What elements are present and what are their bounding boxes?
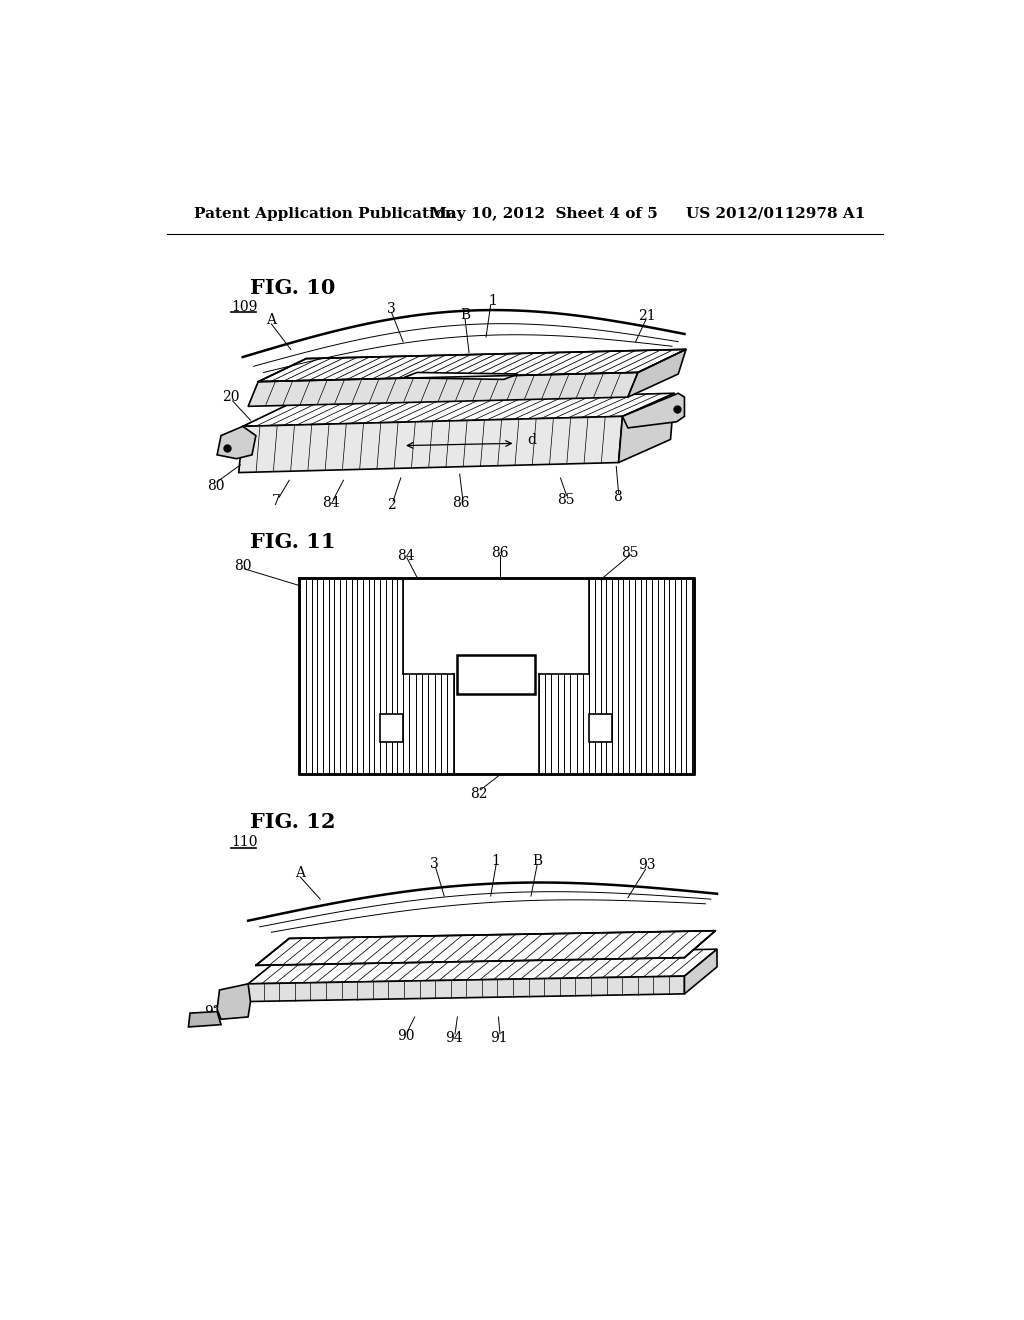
Text: 1: 1 bbox=[492, 854, 501, 867]
Text: A: A bbox=[295, 866, 305, 880]
Polygon shape bbox=[299, 578, 693, 775]
Text: d: d bbox=[527, 433, 537, 447]
Text: 94: 94 bbox=[444, 1031, 462, 1044]
Text: 109: 109 bbox=[231, 300, 257, 314]
Text: 84: 84 bbox=[396, 549, 415, 562]
Text: 82: 82 bbox=[470, 787, 487, 801]
Polygon shape bbox=[454, 675, 539, 774]
Polygon shape bbox=[684, 949, 717, 994]
Text: 90: 90 bbox=[396, 1030, 414, 1043]
Polygon shape bbox=[248, 372, 638, 407]
Text: Patent Application Publication: Patent Application Publication bbox=[194, 207, 456, 220]
Polygon shape bbox=[403, 372, 518, 379]
Polygon shape bbox=[248, 977, 684, 1002]
Text: 92: 92 bbox=[205, 1005, 222, 1019]
Text: 80: 80 bbox=[207, 479, 224, 492]
Polygon shape bbox=[589, 714, 612, 742]
Text: 8: 8 bbox=[613, 490, 623, 504]
Polygon shape bbox=[256, 931, 716, 965]
Text: FIG. 10: FIG. 10 bbox=[251, 277, 336, 298]
Text: US 2012/0112978 A1: US 2012/0112978 A1 bbox=[686, 207, 865, 220]
Polygon shape bbox=[623, 393, 684, 428]
Text: 80: 80 bbox=[233, 560, 252, 573]
Text: 2: 2 bbox=[387, 498, 396, 512]
Text: A: A bbox=[266, 313, 276, 327]
Polygon shape bbox=[188, 1011, 221, 1027]
Polygon shape bbox=[380, 714, 403, 742]
Polygon shape bbox=[258, 350, 686, 381]
Text: May 10, 2012  Sheet 4 of 5: May 10, 2012 Sheet 4 of 5 bbox=[430, 207, 658, 220]
Polygon shape bbox=[239, 416, 623, 473]
Text: B: B bbox=[532, 854, 543, 867]
Text: 1: 1 bbox=[487, 294, 497, 308]
Text: FIG. 11: FIG. 11 bbox=[251, 532, 336, 552]
Text: 91: 91 bbox=[489, 1031, 507, 1044]
Polygon shape bbox=[628, 350, 686, 397]
Text: 93: 93 bbox=[639, 858, 656, 873]
Text: 86: 86 bbox=[492, 545, 509, 560]
Text: FIG. 12: FIG. 12 bbox=[251, 812, 336, 832]
Polygon shape bbox=[458, 655, 535, 693]
Text: 21: 21 bbox=[638, 309, 656, 323]
Text: 110: 110 bbox=[231, 836, 258, 849]
Polygon shape bbox=[217, 426, 256, 459]
Polygon shape bbox=[618, 393, 675, 462]
Polygon shape bbox=[243, 393, 675, 426]
Text: 85: 85 bbox=[622, 545, 639, 560]
Polygon shape bbox=[248, 949, 717, 983]
Text: 3: 3 bbox=[430, 857, 438, 871]
Text: 86: 86 bbox=[453, 496, 470, 511]
Text: 85: 85 bbox=[557, 492, 574, 507]
Text: 7: 7 bbox=[272, 494, 282, 508]
Polygon shape bbox=[403, 579, 589, 675]
Text: 20: 20 bbox=[222, 391, 240, 404]
Text: B: B bbox=[460, 309, 470, 322]
Text: 3: 3 bbox=[387, 301, 396, 315]
Text: 84: 84 bbox=[323, 496, 340, 511]
Polygon shape bbox=[217, 983, 251, 1019]
